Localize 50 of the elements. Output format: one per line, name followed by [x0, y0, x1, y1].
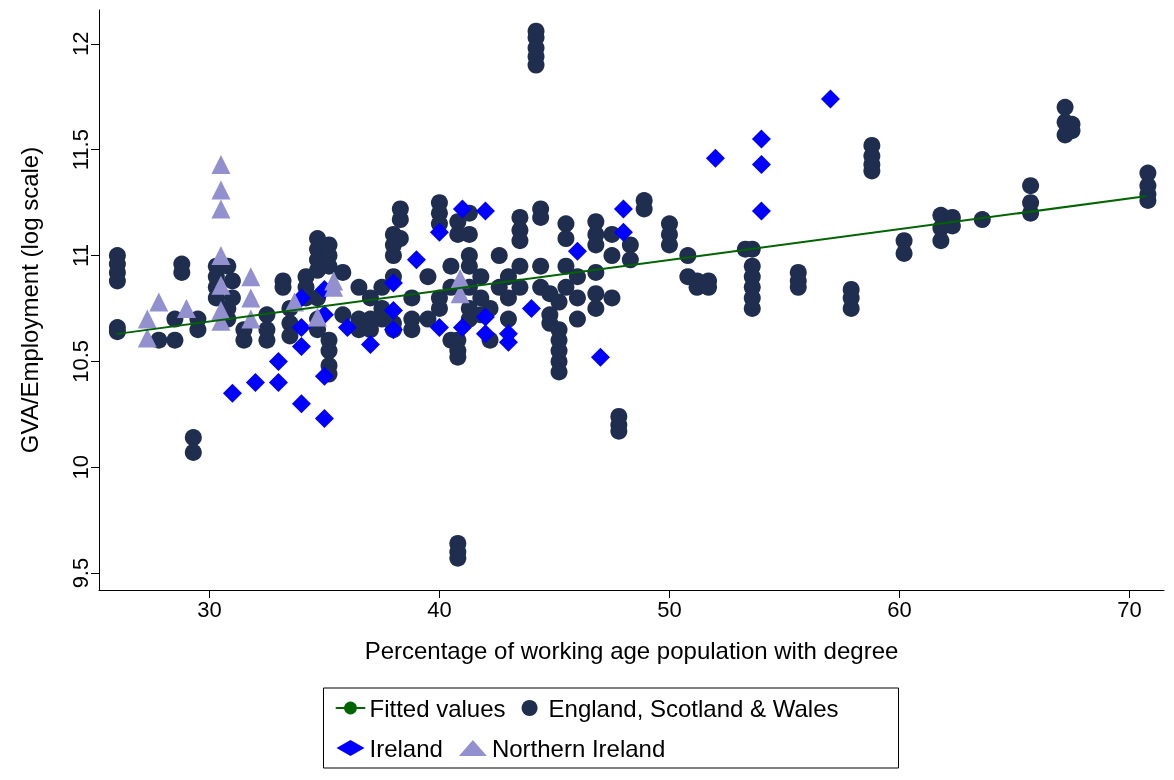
legend-label: Fitted values	[369, 694, 506, 722]
point	[613, 199, 633, 219]
point	[245, 373, 265, 393]
y-tick-label: 11.5	[67, 129, 93, 171]
point	[751, 129, 771, 149]
legend-label: Ireland	[369, 734, 443, 762]
point	[314, 409, 334, 429]
point	[291, 337, 311, 357]
legend-label: Northern Ireland	[491, 734, 666, 762]
point	[360, 334, 380, 354]
point	[211, 155, 231, 175]
point	[211, 199, 231, 219]
point	[137, 328, 157, 348]
point	[751, 201, 771, 221]
point	[241, 288, 261, 308]
point	[337, 318, 357, 338]
point	[820, 89, 840, 109]
x-tick-label: 50	[657, 596, 682, 622]
point	[406, 250, 426, 270]
x-tick-label: 30	[197, 596, 222, 622]
x-axis-title: Percentage of working age population with degree	[364, 636, 899, 664]
point	[475, 201, 495, 221]
legend-label: England, Scotland & Wales	[548, 694, 839, 722]
point	[291, 318, 311, 338]
y-tick-label: 9.5	[67, 557, 93, 589]
point	[705, 148, 725, 168]
point	[268, 351, 288, 371]
point	[222, 383, 242, 403]
point	[521, 298, 541, 318]
point	[211, 180, 231, 200]
point	[567, 241, 587, 261]
y-tick-label: 12	[67, 31, 93, 57]
point	[211, 246, 231, 266]
y-tick-label: 11	[67, 244, 93, 267]
point	[149, 292, 169, 312]
x-tick-label: 70	[1117, 596, 1142, 622]
x-tick-label: 60	[887, 596, 912, 622]
x-tick-label: 40	[427, 596, 452, 622]
point	[137, 309, 157, 329]
point	[176, 298, 196, 318]
point	[241, 267, 261, 287]
point	[268, 373, 288, 393]
point	[751, 155, 771, 175]
point	[241, 309, 261, 329]
point	[291, 394, 311, 414]
point	[590, 347, 610, 367]
y-tick-label: 10.5	[67, 339, 93, 383]
y-tick-label: 10	[67, 454, 93, 480]
y-axis-title: GVA/Employment (log scale)	[15, 146, 43, 454]
point	[429, 318, 449, 338]
